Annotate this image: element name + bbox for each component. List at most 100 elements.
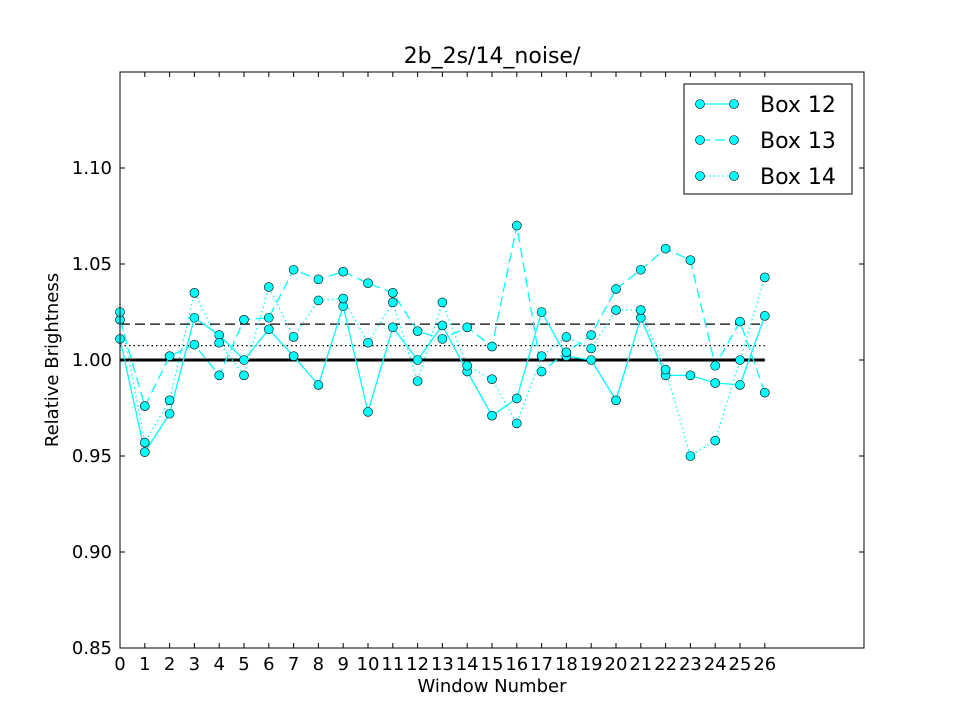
x-tick-label-3: 3 [189,654,200,675]
x-tick-label-8: 8 [313,654,324,675]
data-point-s2-17 [536,366,547,377]
axis-ticks: 0 1 2 3 4 5 6 7 8 9 10 11 12 13 14 15 16 17 18 19 20 21 22 23 24… [72,72,864,675]
y-tick-label-3: 1.00 [72,350,112,371]
data-point-s1-2 [164,408,175,419]
data-point-s3-23 [685,451,696,461]
data-point-s2-5 [239,314,249,325]
x-axis-label: Window Number [417,676,567,697]
data-point-s1-8 [313,380,324,390]
data-point-s1-26 [759,311,770,321]
data-point-s1-12 [412,355,423,365]
data-point-s3-2 [164,395,175,406]
legend-label-3: Box 14 [760,165,836,190]
data-point-s3-15 [487,374,497,385]
x-tick-label-15: 15 [481,654,504,675]
series-2 [115,220,770,411]
x-tick-label-26: 26 [753,654,776,675]
x-tick-label-1: 1 [139,654,150,675]
data-point-s3-25 [735,355,745,365]
data-point-s3-16 [511,418,522,429]
data-point-s1-1 [140,447,150,457]
data-point-s1-7 [288,351,299,361]
series-1 [115,301,770,457]
data-point-s3-12 [412,376,423,386]
x-tick-label-20: 20 [605,654,628,675]
x-tick-label-5: 5 [238,654,249,675]
data-point-s3-4 [214,337,224,348]
data-point-s2-20 [611,284,621,294]
x-tick-label-25: 25 [729,654,752,675]
data-point-s2-21 [635,264,646,275]
data-point-s3-22 [660,364,671,375]
data-point-s3-10 [363,337,373,348]
x-tick-label-4: 4 [213,654,224,675]
x-tick-label-7: 7 [288,654,299,675]
x-tick-label-12: 12 [406,654,429,675]
data-point-s1-16 [511,393,522,404]
data-point-s2-18 [561,347,572,358]
data-point-s2-24 [710,360,721,371]
data-point-s2-4 [214,370,224,381]
legend-box [683,83,853,195]
x-tick-label-2: 2 [164,654,175,675]
x-tick-label-6: 6 [263,654,274,675]
data-point-s3-8 [313,295,324,306]
data-point-s1-5 [239,355,249,365]
data-point-s1-24 [710,378,721,388]
data-point-s3-13 [437,297,448,308]
data-point-s1-19 [586,355,597,365]
data-point-s2-23 [685,255,696,265]
data-point-s2-7 [288,264,299,275]
data-point-s3-17 [536,351,547,361]
data-point-s3-11 [387,297,398,308]
data-point-s3-24 [710,435,721,446]
x-tick-label-9: 9 [337,654,348,675]
x-tick-label-21: 21 [629,654,652,675]
legend-marker-3b [729,171,739,181]
data-point-s2-9 [338,266,349,277]
legend-label-1: Box 12 [760,93,836,118]
data-point-s1-17 [536,307,547,317]
data-point-s3-7 [288,332,299,342]
data-point-s3-20 [611,305,621,315]
data-point-s2-1 [140,401,150,411]
y-axis-label: Relative Brightness [42,273,63,447]
x-tick-label-17: 17 [530,654,553,675]
data-point-s1-3 [189,312,200,323]
data-point-s2-8 [313,274,324,285]
data-point-s3-3 [189,287,200,298]
data-point-s2-22 [660,243,671,254]
data-point-s3-19 [586,343,597,354]
data-point-s3-5 [239,370,249,381]
data-point-s2-15 [487,341,497,352]
y-tick-label-1: 0.90 [72,542,112,563]
data-point-s3-9 [338,293,349,304]
x-tick-label-11: 11 [381,654,404,675]
x-tick-label-19: 19 [580,654,603,675]
data-point-s3-18 [561,332,572,342]
data-point-s1-15 [487,410,497,421]
legend-marker-1a [695,99,705,109]
x-tick-label-23: 23 [679,654,702,675]
x-tick-label-22: 22 [654,654,677,675]
data-point-s1-11 [387,322,398,333]
data-point-s3-6 [263,282,274,292]
data-point-s2-6 [263,312,274,323]
legend-label-2: Box 13 [760,129,836,154]
data-point-s2-12 [412,326,423,337]
y-tick-label-5: 1.10 [72,158,112,179]
legend-marker-2a [695,135,705,145]
series-3 [115,272,770,461]
data-point-s1-10 [363,407,373,417]
data-point-s2-19 [586,330,597,340]
chart-title: 2b_2s/14_noise/ [404,44,581,69]
y-tick-label-4: 1.05 [72,254,112,275]
legend: Box 12 Box 13 Box 14 [683,83,853,195]
data-point-s2-14 [462,322,473,333]
data-point-s2-16 [511,220,522,231]
data-point-s2-25 [735,316,745,327]
x-tick-label-18: 18 [555,654,578,675]
x-tick-label-13: 13 [431,654,454,675]
legend-marker-2b [729,135,739,145]
